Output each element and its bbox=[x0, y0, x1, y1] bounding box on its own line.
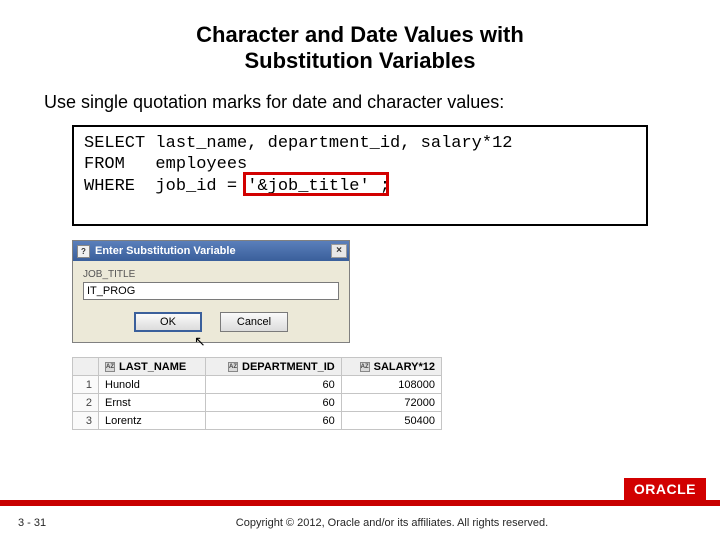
cell-lastname: Hunold bbox=[99, 376, 206, 394]
cell-lastname: Ernst bbox=[99, 394, 206, 412]
table-row[interactable]: 3 Lorentz 60 50400 bbox=[73, 412, 442, 430]
slide-lead-text: Use single quotation marks for date and … bbox=[0, 82, 720, 125]
slide-title-line2: Substitution Variables bbox=[244, 48, 475, 73]
dialog-title: Enter Substitution Variable bbox=[95, 245, 236, 257]
dialog-app-icon: ? bbox=[77, 245, 90, 258]
col-salary12-label: SALARY*12 bbox=[374, 361, 435, 373]
oracle-logo: ORACLE bbox=[624, 478, 706, 500]
cell-deptid: 60 bbox=[205, 412, 341, 430]
sql-where-prefix: job_id = bbox=[155, 177, 237, 196]
dialog-body: JOB_TITLE bbox=[73, 261, 349, 304]
sql-where-literal: '&job_title' bbox=[247, 177, 369, 196]
dialog-field-label: JOB_TITLE bbox=[83, 269, 339, 280]
sql-where-kw: WHERE bbox=[84, 177, 135, 196]
sort-icon: AZ bbox=[360, 362, 370, 372]
slide-title-line1: Character and Date Values with bbox=[196, 22, 524, 47]
row-index: 3 bbox=[73, 412, 99, 430]
sql-code-box: SELECT last_name, department_id, salary*… bbox=[72, 125, 648, 226]
copyright-text: Copyright © 2012, Oracle and/or its affi… bbox=[64, 517, 720, 529]
dialog-button-row: OK Cancel bbox=[73, 304, 349, 342]
table-row[interactable]: 1 Hunold 60 108000 bbox=[73, 376, 442, 394]
table-header-row: AZ LAST_NAME AZ DEPARTMENT_ID AZ SALARY*12 bbox=[73, 358, 442, 376]
cell-deptid: 60 bbox=[205, 394, 341, 412]
table-corner bbox=[73, 358, 99, 376]
dialog-titlebar[interactable]: ? Enter Substitution Variable × bbox=[73, 241, 349, 261]
col-lastname[interactable]: AZ LAST_NAME bbox=[99, 358, 206, 376]
cell-salary12: 72000 bbox=[341, 394, 441, 412]
cell-lastname: Lorentz bbox=[99, 412, 206, 430]
sql-from-table: employees bbox=[155, 155, 247, 174]
sql-from-kw: FROM bbox=[84, 155, 125, 174]
page-number: 3 - 31 bbox=[0, 517, 64, 529]
cell-salary12: 108000 bbox=[341, 376, 441, 394]
cell-deptid: 60 bbox=[205, 376, 341, 394]
col-salary12[interactable]: AZ SALARY*12 bbox=[341, 358, 441, 376]
sort-icon: AZ bbox=[228, 362, 238, 372]
sort-icon: AZ bbox=[105, 362, 115, 372]
table-row[interactable]: 2 Ernst 60 72000 bbox=[73, 394, 442, 412]
col-deptid[interactable]: AZ DEPARTMENT_ID bbox=[205, 358, 341, 376]
sql-select-cols: last_name, department_id, salary*12 bbox=[155, 134, 512, 153]
row-index: 2 bbox=[73, 394, 99, 412]
row-index: 1 bbox=[73, 376, 99, 394]
slide-title: Character and Date Values with Substitut… bbox=[0, 0, 720, 82]
col-deptid-label: DEPARTMENT_ID bbox=[242, 361, 335, 373]
cancel-button[interactable]: Cancel bbox=[220, 312, 288, 332]
slide-footer: 3 - 31 Copyright © 2012, Oracle and/or i… bbox=[0, 506, 720, 540]
close-icon[interactable]: × bbox=[331, 244, 347, 258]
cell-salary12: 50400 bbox=[341, 412, 441, 430]
job-title-input[interactable] bbox=[83, 282, 339, 300]
sql-terminator: ; bbox=[370, 177, 390, 196]
col-lastname-label: LAST_NAME bbox=[119, 361, 186, 373]
ok-button[interactable]: OK bbox=[134, 312, 202, 332]
sql-select-kw: SELECT bbox=[84, 134, 145, 153]
substitution-dialog: ? Enter Substitution Variable × JOB_TITL… bbox=[72, 240, 350, 343]
query-result-table: AZLAST_NAME AZDEPARTMENT_ID AZSALARY*12 … bbox=[72, 357, 442, 430]
